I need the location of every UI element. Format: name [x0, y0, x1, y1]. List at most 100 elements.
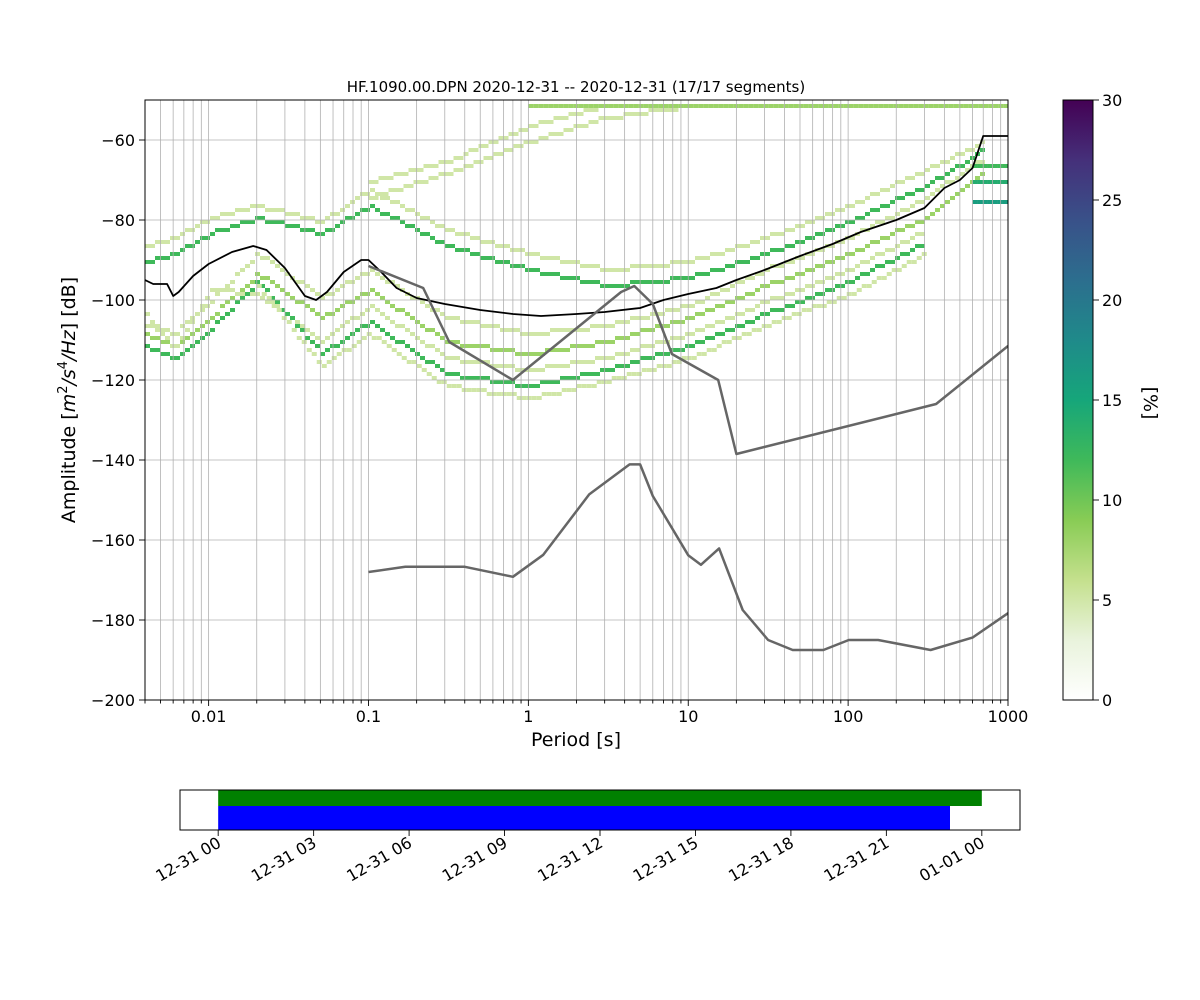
density-cell	[705, 272, 710, 276]
density-cell	[820, 216, 825, 220]
density-cell	[200, 236, 205, 240]
density-cell	[605, 284, 610, 288]
density-cell	[618, 116, 624, 120]
density-cell	[275, 304, 280, 308]
density-cell	[435, 348, 440, 352]
density-cell	[391, 348, 397, 352]
density-cell	[425, 360, 430, 364]
density-cell	[465, 344, 470, 348]
density-cell	[865, 272, 870, 276]
density-cell	[495, 380, 500, 384]
density-cell	[190, 344, 195, 348]
density-cell	[885, 248, 890, 252]
density-cell	[618, 104, 624, 108]
density-cell	[200, 220, 205, 224]
density-cell	[195, 340, 200, 344]
density-cell	[275, 264, 280, 268]
density-cell	[370, 188, 375, 192]
density-cell	[180, 336, 185, 340]
density-cell	[595, 280, 600, 284]
density-cell	[570, 276, 575, 280]
density-cell	[465, 232, 470, 236]
density-cell	[608, 104, 614, 108]
density-cell	[200, 324, 205, 328]
density-cell	[850, 252, 855, 256]
density-cell	[915, 172, 920, 176]
density-cell	[145, 312, 150, 316]
density-cell	[195, 312, 200, 316]
density-cell	[475, 320, 480, 324]
density-cell	[520, 384, 525, 388]
density-cell	[500, 364, 505, 368]
density-cell	[801, 308, 807, 312]
density-cell	[651, 368, 657, 372]
density-cell	[610, 340, 615, 344]
density-cell	[435, 364, 440, 368]
density-cell	[540, 272, 545, 276]
density-cell	[840, 208, 845, 212]
density-cell	[575, 260, 580, 264]
density-cell	[870, 256, 875, 260]
density-cell	[705, 308, 710, 312]
density-cell	[305, 328, 310, 332]
density-cell	[876, 276, 882, 280]
density-cell	[760, 284, 765, 288]
density-cell	[845, 252, 850, 256]
density-cell	[468, 148, 474, 152]
density-cell	[795, 272, 800, 276]
density-cell	[385, 300, 390, 304]
density-cell	[548, 104, 554, 108]
density-cell	[615, 364, 620, 368]
density-cell	[460, 360, 465, 364]
density-cell	[575, 276, 580, 280]
y-tick-label: −180	[91, 611, 135, 630]
density-cell	[205, 220, 210, 224]
density-cell	[440, 368, 445, 372]
density-cell	[831, 300, 837, 304]
density-cell	[583, 108, 589, 112]
density-cell	[578, 112, 584, 116]
density-cell	[640, 280, 645, 284]
density-cell	[463, 164, 469, 168]
density-cell	[910, 176, 915, 180]
density-cell	[865, 244, 870, 248]
density-cell	[845, 268, 850, 272]
density-cell	[465, 360, 470, 364]
density-cell	[1002, 164, 1008, 168]
density-cell	[640, 264, 645, 268]
density-cell	[930, 180, 935, 184]
density-cell	[950, 180, 955, 184]
density-cell	[978, 104, 984, 108]
density-cell	[486, 392, 492, 396]
density-cell	[680, 336, 685, 340]
colorbar-tick-label: 30	[1102, 91, 1122, 110]
density-cell	[245, 220, 250, 224]
density-cell	[365, 192, 370, 196]
density-cell	[240, 220, 245, 224]
density-cell	[286, 320, 292, 324]
density-cell	[788, 104, 794, 108]
density-cell	[165, 352, 170, 356]
nlnm-line	[368, 463, 1008, 652]
density-cell	[710, 252, 715, 256]
density-cell	[885, 260, 890, 264]
density-cell	[785, 228, 790, 232]
density-cell	[871, 280, 877, 284]
density-cell	[190, 316, 195, 320]
density-cell	[805, 284, 810, 288]
density-cell	[275, 208, 280, 212]
density-cell	[225, 312, 230, 316]
density-cell	[728, 104, 734, 108]
density-cell	[230, 288, 235, 292]
density-cell	[860, 200, 865, 204]
density-cell	[266, 296, 272, 300]
density-cell	[603, 104, 609, 108]
density-cell	[145, 332, 150, 336]
density-cell	[305, 336, 310, 340]
density-cell	[505, 328, 510, 332]
density-cell	[715, 252, 720, 256]
density-cell	[475, 252, 480, 256]
density-cell	[576, 384, 582, 388]
density-band	[145, 244, 925, 388]
density-cell	[225, 284, 230, 288]
